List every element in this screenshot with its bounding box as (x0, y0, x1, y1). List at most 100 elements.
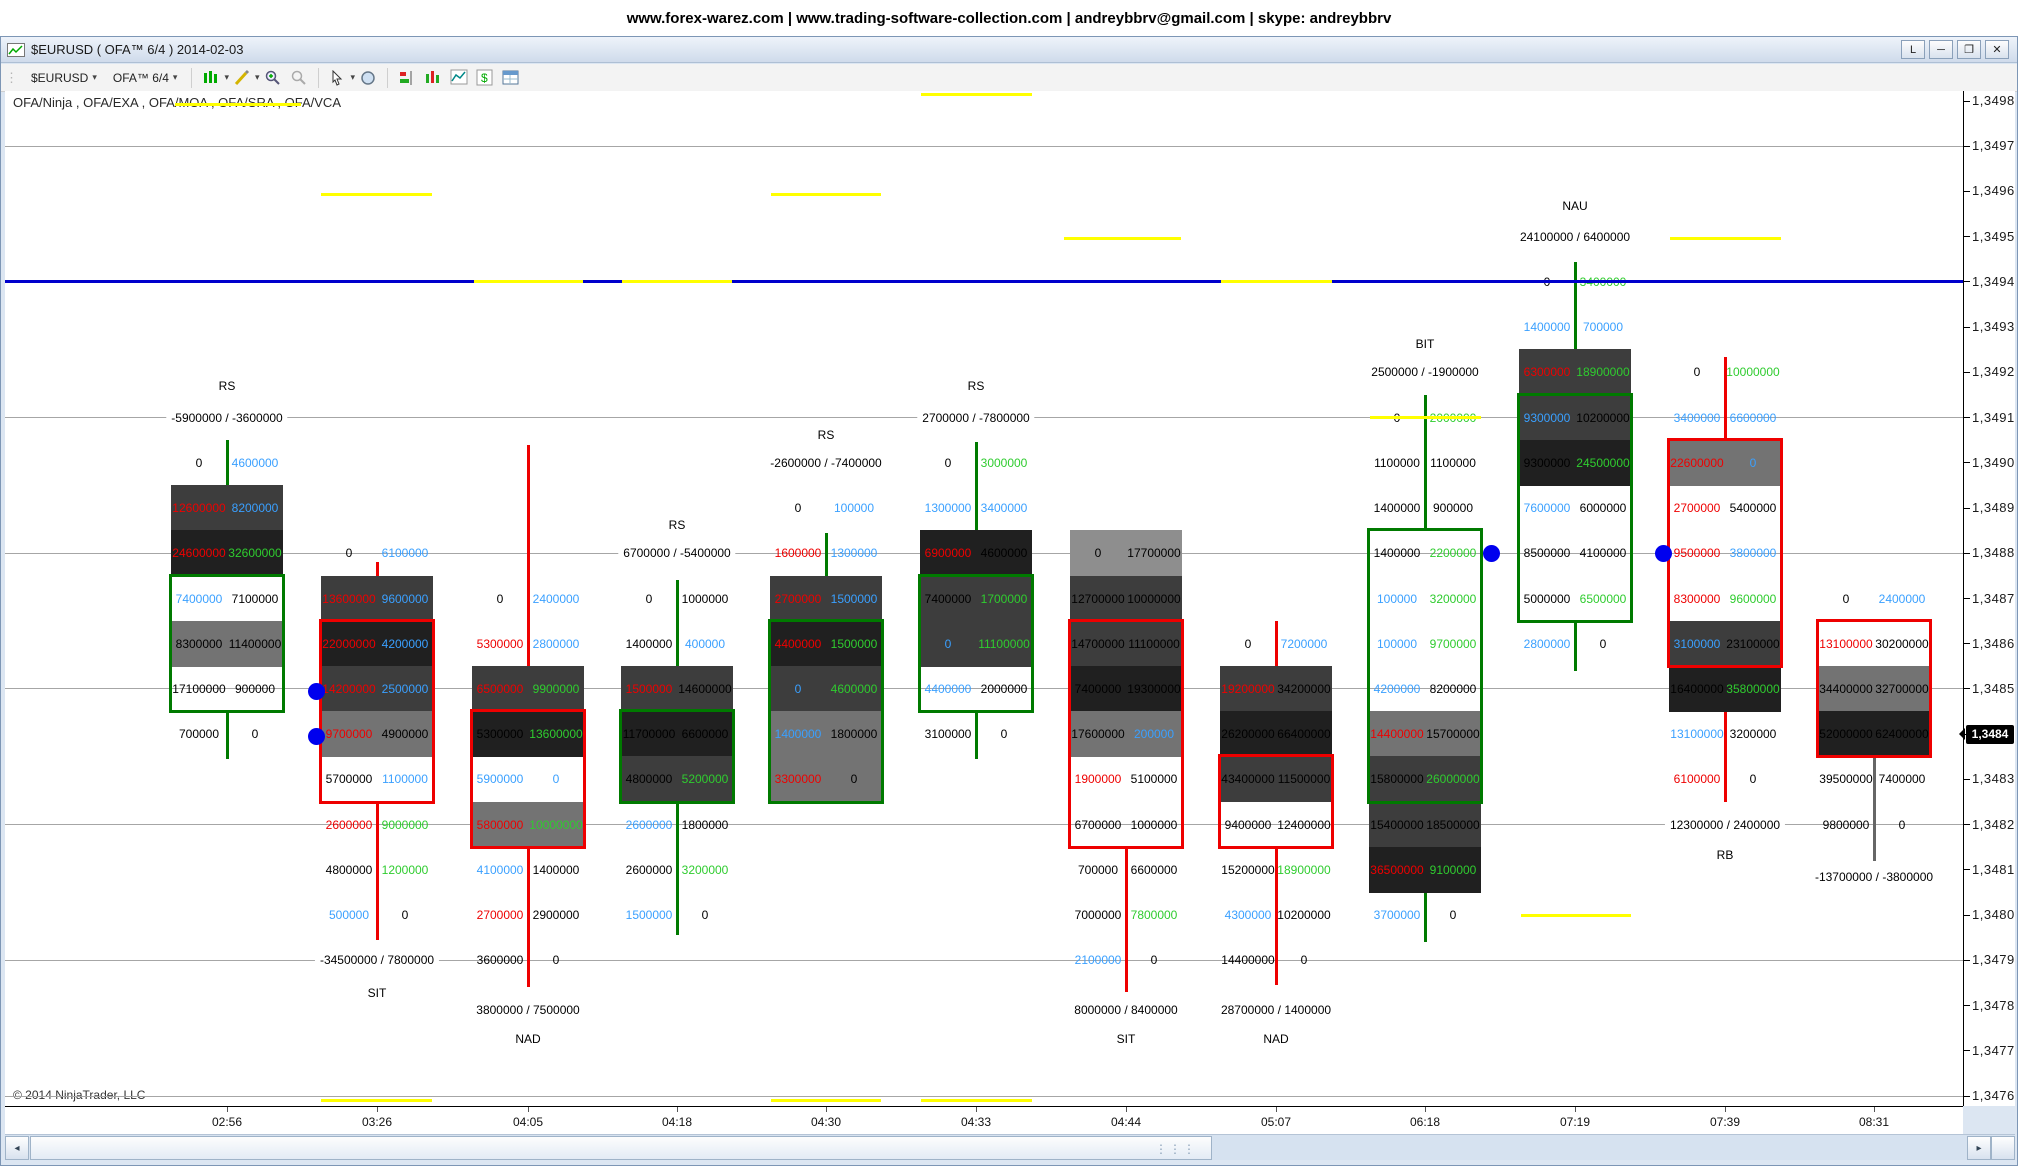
footprint-row: 6900000 4600000 (920, 530, 1032, 577)
footprint-row: 100000 9700000 (1369, 621, 1481, 667)
draw-button[interactable] (230, 67, 254, 89)
bid-volume-cell: 2100000 (1074, 953, 1122, 968)
crosshair-button[interactable] (356, 67, 380, 89)
dom-button[interactable] (395, 67, 419, 89)
footprint-row: 2600000 9000000 (321, 802, 433, 848)
footprint-row: 8500000 4100000 (1519, 530, 1631, 576)
ask-volume-cell: 26000000 (1426, 772, 1480, 787)
ask-volume-cell: 6500000 (1579, 591, 1627, 606)
yellow-indicator-dash (1521, 913, 1631, 917)
ask-volume-cell: 3200000 (1429, 591, 1477, 606)
chart-style-button[interactable] (199, 67, 223, 89)
time-axis[interactable]: 02:56 03:26 04:05 04:18 04:30 04:33 04:44 05:07… (5, 1106, 1963, 1134)
account-button[interactable]: $ (473, 67, 497, 89)
bid-volume-cell: 2600000 (625, 817, 673, 832)
bid-volume-cell: 3600000 (476, 953, 524, 968)
scrollbar-thumb[interactable]: ⋮⋮⋮ (30, 1136, 1212, 1160)
zoom-in-button[interactable] (261, 67, 285, 89)
ask-volume-cell: 32700000 (1875, 681, 1929, 696)
footprint-row: 0 7200000 (1220, 621, 1332, 667)
signal-dot (307, 727, 325, 745)
time-label: 04:33 (960, 1115, 992, 1129)
column-label: NAU (1558, 199, 1592, 215)
footprint-row: 1500000 14600000 (621, 665, 733, 712)
bid-volume-cell: 700000 (1077, 862, 1119, 877)
footprint-row: 5900000 0 (472, 756, 584, 802)
bid-volume-cell: 36500000 (1370, 862, 1424, 877)
footprint-row: 1100000 1100000 (1369, 440, 1481, 486)
ask-volume-cell: 6000000 (1579, 501, 1627, 516)
price-tick (1964, 236, 1970, 238)
footprint-row: 1400000 700000 (1519, 304, 1631, 350)
footprint-row: 700000 6600000 (1070, 847, 1182, 893)
chevron-down-icon[interactable]: ▾ (350, 72, 356, 82)
instrument-dropdown[interactable]: $EURUSD ▾ (23, 67, 105, 89)
footprint-row: 5800000 10000000 (472, 801, 584, 848)
candle-wick (1723, 666, 1727, 803)
scroll-right-button[interactable]: ▸ (1967, 1136, 1991, 1160)
price-label: 1,3476 (1972, 1088, 2015, 1104)
scroll-corner[interactable] (1991, 1136, 2015, 1160)
ask-volume-cell: 0 (1749, 772, 1757, 787)
bid-volume-cell: 6500000 (476, 681, 524, 696)
ask-volume-cell: 2000000 (980, 681, 1028, 696)
ask-volume-cell: 4600000 (980, 546, 1028, 561)
ask-volume-cell: 9000000 (381, 817, 429, 832)
footprint-row: 7000000 7800000 (1070, 892, 1182, 938)
bid-volume-cell: 0 (1094, 546, 1102, 561)
ask-volume-cell: 17700000 (1127, 546, 1181, 561)
chevron-down-icon[interactable]: ▾ (224, 72, 229, 82)
zoom-out-button[interactable] (287, 67, 311, 89)
column-stat: 2500000 / -1900000 (1366, 364, 1484, 381)
ask-volume-cell: 34200000 (1277, 681, 1331, 696)
ask-volume-cell: 0 (701, 908, 709, 923)
footprint-row: 5700000 1100000 (321, 756, 433, 802)
l-button[interactable]: L (1901, 40, 1925, 59)
close-button[interactable]: ✕ (1985, 40, 2009, 59)
bid-volume-cell: 1400000 (1373, 546, 1421, 561)
ask-volume-cell: 14600000 (678, 681, 732, 696)
signal-dot (307, 682, 325, 700)
profile-button[interactable] (421, 67, 445, 89)
time-label: 04:18 (661, 1115, 693, 1129)
bid-volume-cell: 1400000 (774, 727, 822, 742)
footprint-row: 12700000 10000000 (1070, 575, 1182, 622)
price-label: 1,3487 (1972, 590, 2015, 606)
minimize-button[interactable]: ─ (1929, 40, 1953, 59)
scroll-left-button[interactable]: ◂ (5, 1136, 29, 1160)
ask-volume-cell: 7800000 (1130, 908, 1178, 923)
price-tick (1964, 959, 1970, 961)
price-label: 1,3493 (1972, 319, 2015, 335)
chevron-down-icon[interactable]: ▾ (254, 72, 260, 82)
bid-volume-cell: 15200000 (1221, 862, 1275, 877)
footprint-row: 2700000 2900000 (472, 892, 584, 938)
time-tick (227, 1107, 228, 1112)
bid-volume-cell: 0 (794, 501, 802, 516)
ask-volume-cell: 3200000 (681, 862, 729, 877)
price-label: 1,3496 (1972, 183, 2015, 199)
line-chart-button[interactable] (447, 67, 471, 89)
chart-canvas[interactable]: OFA/Ninja , OFA/EXA , OFA/MOA , OFA/SRA … (5, 91, 1963, 1106)
footprint-row: 0 10000000 (1669, 349, 1781, 395)
period-dropdown[interactable]: OFA™ 6/4 ▾ (105, 67, 186, 89)
bid-volume-cell: 13600000 (322, 591, 376, 606)
footprint-row: 3400000 6600000 (1669, 395, 1781, 441)
maximize-button[interactable]: ❐ (1957, 40, 1981, 59)
price-label: 1,3489 (1972, 500, 2015, 516)
horizontal-scrollbar[interactable]: ◂ ⋮⋮⋮ ▸ (5, 1134, 2015, 1160)
cursor-button[interactable] (326, 67, 350, 89)
candle-wick (974, 711, 978, 760)
yellow-strike-line (175, 103, 301, 106)
depth-icon (400, 70, 412, 85)
footprint-row: 9800000 0 (1818, 802, 1930, 848)
price-tick (1964, 326, 1970, 328)
footprint-row: 6300000 18900000 (1519, 349, 1631, 396)
bid-volume-cell: 0 (1244, 636, 1252, 651)
toolbar-grip-icon: ⋮ (5, 69, 18, 85)
footprint-row: 3300000 0 (770, 756, 882, 803)
ask-volume-cell: 1100000 (382, 772, 428, 787)
signal-dot (1482, 544, 1500, 562)
footprint-row: 2600000 3200000 (621, 847, 733, 893)
grid-button[interactable] (499, 67, 523, 89)
price-axis[interactable]: 1,3498 1,3497 1,3496 1,3495 1,3494 1,3493 1,34… (1959, 91, 2015, 1106)
